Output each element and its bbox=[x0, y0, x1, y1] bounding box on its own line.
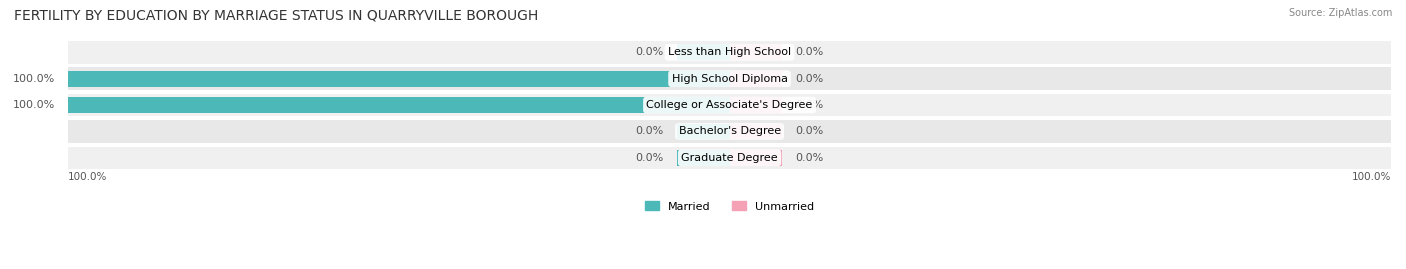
Bar bbox=[730, 150, 783, 166]
Bar bbox=[67, 97, 730, 113]
Bar bbox=[67, 41, 1391, 63]
Text: Less than High School: Less than High School bbox=[668, 47, 792, 57]
Bar bbox=[730, 123, 783, 139]
Text: 100.0%: 100.0% bbox=[13, 100, 55, 110]
Text: Source: ZipAtlas.com: Source: ZipAtlas.com bbox=[1288, 8, 1392, 18]
Text: 0.0%: 0.0% bbox=[636, 126, 664, 136]
Text: 100.0%: 100.0% bbox=[67, 172, 107, 182]
Text: FERTILITY BY EDUCATION BY MARRIAGE STATUS IN QUARRYVILLE BOROUGH: FERTILITY BY EDUCATION BY MARRIAGE STATU… bbox=[14, 8, 538, 22]
Text: 0.0%: 0.0% bbox=[796, 153, 824, 163]
Text: College or Associate's Degree: College or Associate's Degree bbox=[647, 100, 813, 110]
Bar bbox=[67, 120, 1391, 143]
Bar bbox=[67, 147, 1391, 169]
Bar bbox=[676, 150, 730, 166]
Legend: Married, Unmarried: Married, Unmarried bbox=[641, 197, 818, 216]
Bar bbox=[67, 68, 1391, 90]
Bar bbox=[676, 123, 730, 139]
Text: 0.0%: 0.0% bbox=[796, 100, 824, 110]
Bar bbox=[730, 71, 783, 87]
Text: 0.0%: 0.0% bbox=[796, 47, 824, 57]
Text: High School Diploma: High School Diploma bbox=[672, 74, 787, 84]
Text: 100.0%: 100.0% bbox=[13, 74, 55, 84]
Text: 0.0%: 0.0% bbox=[636, 47, 664, 57]
Bar bbox=[730, 44, 783, 60]
Text: 100.0%: 100.0% bbox=[1351, 172, 1391, 182]
Text: Bachelor's Degree: Bachelor's Degree bbox=[679, 126, 780, 136]
Text: 0.0%: 0.0% bbox=[796, 126, 824, 136]
Text: 0.0%: 0.0% bbox=[636, 153, 664, 163]
Text: 0.0%: 0.0% bbox=[796, 74, 824, 84]
Bar bbox=[67, 71, 730, 87]
Bar bbox=[67, 94, 1391, 116]
Bar bbox=[730, 97, 783, 113]
Text: Graduate Degree: Graduate Degree bbox=[682, 153, 778, 163]
Bar bbox=[676, 44, 730, 60]
